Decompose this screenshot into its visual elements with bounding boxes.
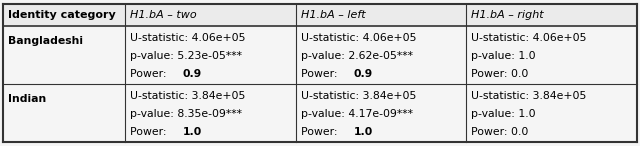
Text: p-value: 1.0: p-value: 1.0 xyxy=(471,51,536,61)
Text: Identity category: Identity category xyxy=(8,10,116,20)
Text: U-statistic: 4.06e+05: U-statistic: 4.06e+05 xyxy=(471,33,586,43)
Text: p-value: 5.23e-05***: p-value: 5.23e-05*** xyxy=(130,51,242,61)
Text: 0.9: 0.9 xyxy=(183,69,202,79)
Text: Power:: Power: xyxy=(301,127,341,137)
Text: Power:: Power: xyxy=(130,127,170,137)
Text: p-value: 2.62e-05***: p-value: 2.62e-05*** xyxy=(301,51,413,61)
Text: p-value: 8.35e-09***: p-value: 8.35e-09*** xyxy=(130,109,242,119)
Text: 0.9: 0.9 xyxy=(354,69,373,79)
Text: p-value: 4.17e-09***: p-value: 4.17e-09*** xyxy=(301,109,413,119)
Text: U-statistic: 3.84e+05: U-statistic: 3.84e+05 xyxy=(301,91,416,101)
Text: 1.0: 1.0 xyxy=(354,127,373,137)
Text: p-value: 1.0: p-value: 1.0 xyxy=(471,109,536,119)
Text: U-statistic: 4.06e+05: U-statistic: 4.06e+05 xyxy=(130,33,245,43)
Text: 1.0: 1.0 xyxy=(183,127,202,137)
Text: H1.bA – right: H1.bA – right xyxy=(471,10,543,20)
Text: H1.bA – left: H1.bA – left xyxy=(301,10,365,20)
Text: Power:: Power: xyxy=(301,69,341,79)
Text: Power: 0.0: Power: 0.0 xyxy=(471,127,529,137)
Text: H1.bA – two: H1.bA – two xyxy=(130,10,196,20)
Text: U-statistic: 4.06e+05: U-statistic: 4.06e+05 xyxy=(301,33,416,43)
Text: Power: 0.0: Power: 0.0 xyxy=(471,69,529,79)
Text: Power:: Power: xyxy=(130,69,170,79)
Text: Bangladeshi: Bangladeshi xyxy=(8,36,83,46)
Text: Indian: Indian xyxy=(8,94,47,104)
Text: U-statistic: 3.84e+05: U-statistic: 3.84e+05 xyxy=(471,91,586,101)
Text: U-statistic: 3.84e+05: U-statistic: 3.84e+05 xyxy=(130,91,245,101)
